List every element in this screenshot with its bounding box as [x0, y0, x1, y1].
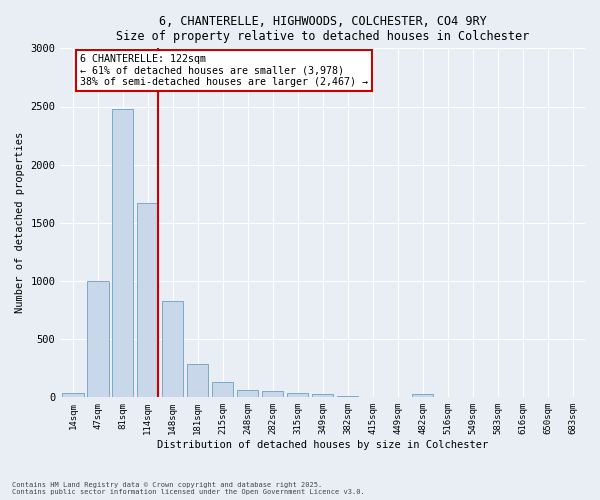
- Y-axis label: Number of detached properties: Number of detached properties: [15, 132, 25, 314]
- Bar: [212, 382, 233, 398]
- Bar: [112, 109, 133, 398]
- Text: Contains HM Land Registry data © Crown copyright and database right 2025.
Contai: Contains HM Land Registry data © Crown c…: [12, 482, 365, 495]
- Bar: [337, 396, 358, 398]
- Bar: [262, 391, 283, 398]
- Bar: [62, 392, 83, 398]
- Bar: [162, 301, 184, 398]
- Bar: [137, 203, 158, 398]
- Title: 6, CHANTERELLE, HIGHWOODS, COLCHESTER, CO4 9RY
Size of property relative to deta: 6, CHANTERELLE, HIGHWOODS, COLCHESTER, C…: [116, 15, 529, 43]
- Bar: [312, 394, 334, 398]
- Text: 6 CHANTERELLE: 122sqm
← 61% of detached houses are smaller (3,978)
38% of semi-d: 6 CHANTERELLE: 122sqm ← 61% of detached …: [80, 54, 368, 88]
- Bar: [412, 394, 433, 398]
- Bar: [287, 392, 308, 398]
- X-axis label: Distribution of detached houses by size in Colchester: Distribution of detached houses by size …: [157, 440, 488, 450]
- Bar: [187, 364, 208, 398]
- Bar: [237, 390, 259, 398]
- Bar: [87, 281, 109, 398]
